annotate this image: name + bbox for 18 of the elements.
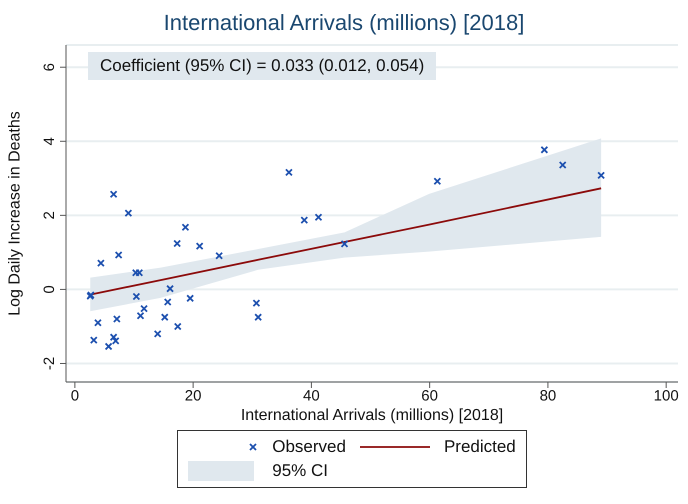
x-tick-label: 100 bbox=[654, 388, 679, 405]
annotation: Coefficient (95% CI) = 0.033 (0.012, 0.054) bbox=[88, 52, 436, 80]
y-tick-label: 4 bbox=[41, 137, 58, 146]
y-tick-label: 6 bbox=[41, 63, 58, 72]
y-tick-label: 2 bbox=[41, 211, 58, 220]
y-tick-label: 0 bbox=[41, 285, 58, 294]
x-axis-title: International Arrivals (millions) [2018] bbox=[240, 407, 504, 424]
x-tick-label: 80 bbox=[540, 388, 556, 405]
legend-label: Predicted bbox=[444, 437, 516, 457]
x-tick-label: 20 bbox=[184, 388, 202, 405]
text: 95% CI bbox=[272, 461, 329, 481]
legend-label: Observed bbox=[272, 437, 346, 457]
y-axis-title: Log Daily Increase in Deaths bbox=[6, 111, 24, 316]
x-tick-label: 60 bbox=[421, 388, 438, 405]
chart-title: International Arrivals (millions) [2018] bbox=[162, 10, 526, 36]
x-tick-label: 0 bbox=[70, 388, 80, 405]
x-tick-label: 40 bbox=[303, 388, 320, 405]
y-tick-label: -2 bbox=[41, 356, 58, 370]
